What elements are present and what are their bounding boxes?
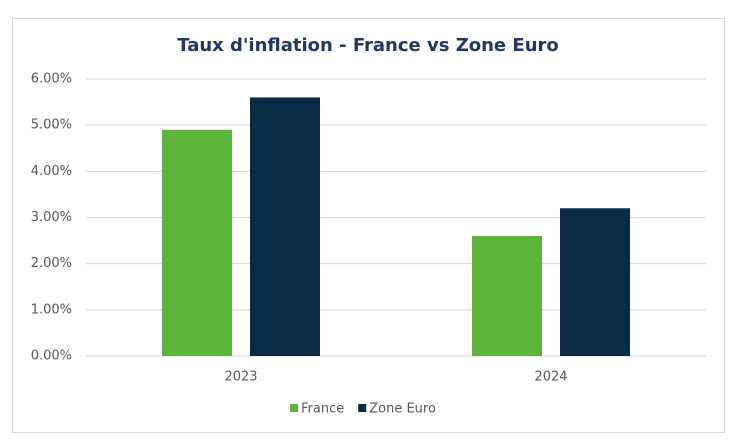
y-tick-label: 5.00%: [31, 118, 72, 133]
y-tick-label: 2.00%: [31, 256, 72, 271]
bar: [472, 235, 542, 356]
x-tick-label: 2024: [534, 370, 567, 385]
bar: [560, 208, 630, 356]
y-tick-label: 4.00%: [31, 164, 72, 179]
y-tick-label: 0.00%: [31, 349, 72, 364]
chart-title: Taux d'inflation - France vs Zone Euro: [177, 35, 559, 56]
bar: [162, 129, 232, 356]
legend-label: Zone Euro: [369, 402, 436, 417]
y-tick-label: 6.00%: [31, 72, 72, 87]
legend-swatch: [290, 404, 298, 412]
legend-swatch: [358, 404, 367, 412]
legend-label: France: [301, 402, 344, 417]
bar: [250, 97, 320, 356]
y-tick-label: 1.00%: [31, 302, 72, 317]
x-tick-label: 2023: [224, 370, 257, 385]
y-tick-label: 3.00%: [31, 210, 72, 225]
